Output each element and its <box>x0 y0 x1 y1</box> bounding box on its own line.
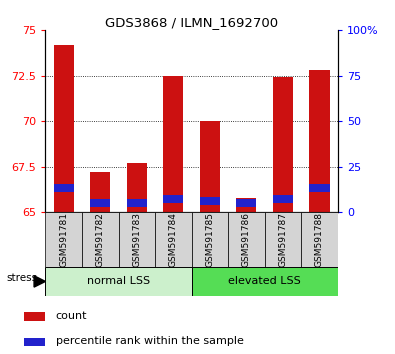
Text: GSM591784: GSM591784 <box>169 212 178 267</box>
Bar <box>309 184 329 192</box>
Bar <box>54 45 74 212</box>
Bar <box>192 212 228 267</box>
Text: GSM591781: GSM591781 <box>59 212 68 267</box>
Bar <box>273 195 293 203</box>
Bar <box>155 212 192 267</box>
Text: GSM591785: GSM591785 <box>205 212 214 267</box>
Bar <box>265 212 301 267</box>
Text: elevated LSS: elevated LSS <box>228 276 301 286</box>
Bar <box>127 163 147 212</box>
Bar <box>163 76 183 212</box>
Text: normal LSS: normal LSS <box>87 276 150 286</box>
Bar <box>236 198 256 212</box>
Bar <box>228 212 265 267</box>
Text: percentile rank within the sample: percentile rank within the sample <box>56 336 244 346</box>
Text: GSM591782: GSM591782 <box>96 212 105 267</box>
Text: GSM591787: GSM591787 <box>278 212 288 267</box>
Bar <box>127 199 147 207</box>
Bar <box>309 70 329 212</box>
Bar <box>24 338 45 346</box>
Text: GSM591786: GSM591786 <box>242 212 251 267</box>
Bar <box>273 78 293 212</box>
Bar <box>90 199 110 207</box>
Bar <box>82 212 118 267</box>
Bar <box>192 267 338 296</box>
Bar <box>236 199 256 207</box>
Bar <box>54 184 74 192</box>
Text: count: count <box>56 310 87 321</box>
Bar <box>163 195 183 203</box>
Bar <box>301 212 338 267</box>
Bar <box>24 312 45 321</box>
Bar <box>200 121 220 212</box>
Text: GSM591788: GSM591788 <box>315 212 324 267</box>
Bar <box>118 212 155 267</box>
Text: stress: stress <box>7 273 38 283</box>
Bar <box>90 172 110 212</box>
Bar <box>200 197 220 205</box>
Bar <box>45 267 192 296</box>
Title: GDS3868 / ILMN_1692700: GDS3868 / ILMN_1692700 <box>105 16 278 29</box>
Text: GSM591783: GSM591783 <box>132 212 141 267</box>
Bar <box>45 212 82 267</box>
Polygon shape <box>34 276 45 287</box>
